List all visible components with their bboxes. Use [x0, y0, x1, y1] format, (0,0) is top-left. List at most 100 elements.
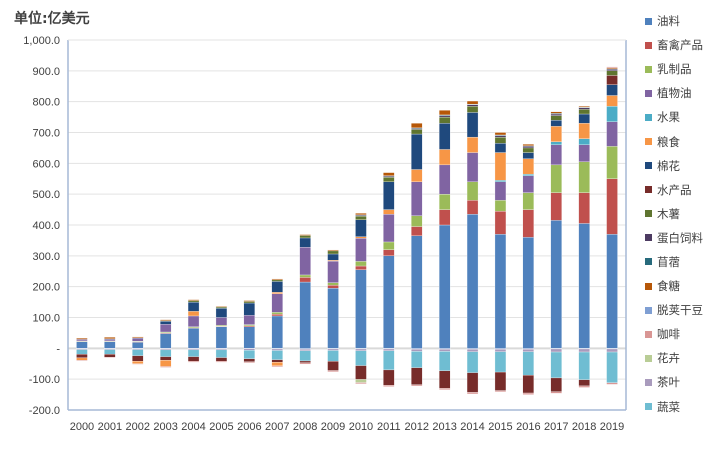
- bar-segment: [76, 349, 88, 355]
- bar-segment: [159, 319, 172, 321]
- grid-lines: [68, 39, 626, 380]
- bar-segment: [522, 349, 534, 352]
- x-tick-label: 2018: [572, 421, 596, 433]
- bar-segment: [438, 115, 451, 118]
- legend-swatch: [645, 162, 652, 170]
- bar-segment: [411, 384, 423, 387]
- y-tick-label: 600.0: [32, 158, 60, 170]
- y-tick-label: -100.0: [29, 374, 60, 386]
- bar-segment: [438, 123, 451, 150]
- bar-segment: [522, 392, 534, 395]
- bar-segment: [494, 143, 507, 153]
- bar-segment: [411, 133, 423, 170]
- bar-segment: [466, 112, 479, 138]
- bar-segment: [243, 350, 256, 359]
- bar-segment: [466, 104, 479, 107]
- bar-segment: [411, 181, 423, 216]
- bar-segment: [327, 361, 339, 371]
- bar-segment: [522, 375, 534, 394]
- x-tick-label: 2000: [70, 421, 94, 433]
- bar-segment: [132, 342, 144, 349]
- legend-label: 木薯: [657, 206, 680, 221]
- bar-segment: [606, 95, 618, 107]
- bar-segment: [243, 315, 256, 325]
- bar-segment: [522, 158, 534, 175]
- bar-segment: [243, 361, 256, 363]
- bar-segment: [215, 326, 228, 349]
- bar-segment: [215, 308, 228, 318]
- legend-item: 脱荚干豆: [645, 298, 718, 322]
- x-tick-label: 2003: [153, 421, 177, 433]
- bar-segment: [159, 349, 172, 357]
- legend-swatch: [645, 17, 652, 25]
- bar-segment: [494, 349, 507, 352]
- bar-segment: [299, 235, 311, 239]
- bar-segment: [187, 328, 200, 349]
- y-tick-label: 200.0: [32, 282, 60, 294]
- legend-item: 植物油: [645, 81, 718, 105]
- bar-segment: [104, 354, 116, 358]
- bar-segment: [243, 302, 256, 316]
- bar-segment: [187, 311, 200, 317]
- legend-swatch: [645, 89, 652, 97]
- bar-segment: [327, 284, 339, 289]
- bar-segment: [355, 261, 367, 267]
- bar-segment: [243, 326, 256, 349]
- y-tick-label: 500.0: [32, 189, 60, 201]
- x-tick-label: 2007: [265, 421, 289, 433]
- bar-segment: [383, 181, 395, 210]
- bar-segment: [299, 362, 311, 365]
- bar-segment: [411, 367, 423, 385]
- legend-swatch: [645, 186, 652, 194]
- bar-segment: [355, 348, 367, 351]
- bar-segment: [132, 336, 144, 338]
- bar-segment: [327, 253, 339, 261]
- legend-item: 水果: [645, 105, 718, 129]
- bar-segment: [438, 209, 451, 226]
- bar-segment: [327, 249, 339, 252]
- bar-segment: [355, 379, 367, 383]
- legend-label: 油料: [657, 14, 680, 29]
- legend: 油料 畜禽产品 乳制品 植物油 水果 粮食 棉花 水产品 木薯 蛋白饲料 苜蓿 食糖 脱荚干豆 咖啡 花卉茶…: [645, 9, 718, 419]
- bar-segment: [522, 147, 534, 153]
- bar-segment: [522, 175, 534, 193]
- bar-segment: [578, 348, 590, 353]
- bar-segment: [411, 226, 423, 236]
- bar-segment: [522, 209, 534, 238]
- bar-segment: [271, 312, 283, 315]
- bar-segment: [466, 100, 479, 105]
- x-tick-label: 2009: [321, 421, 345, 433]
- x-tick-label: 2006: [237, 421, 261, 433]
- bar-segment: [271, 281, 283, 293]
- bar-segment: [355, 265, 367, 270]
- bar-segment: [271, 350, 283, 360]
- bar-segment: [299, 360, 311, 363]
- bar-segment: [550, 192, 562, 221]
- bar-segment: [522, 173, 534, 176]
- bar-segment: [299, 234, 311, 236]
- bar-segment: [494, 152, 507, 181]
- bar-segment: [299, 350, 311, 362]
- x-tick-label: 2010: [349, 421, 373, 433]
- bar-segment: [494, 234, 507, 349]
- legend-item: 花卉: [645, 346, 718, 370]
- bar-segment: [104, 341, 116, 349]
- bar-segment: [438, 116, 451, 124]
- bar-segment: [215, 348, 228, 351]
- bar-segment: [159, 360, 172, 367]
- legend-swatch: [645, 306, 652, 314]
- bar-segment: [466, 181, 479, 201]
- bar-segment: [522, 192, 534, 210]
- bars: [76, 66, 618, 395]
- bar-segment: [522, 237, 534, 349]
- bar-segment: [438, 164, 451, 195]
- bar-segment: [215, 349, 228, 358]
- legend-swatch: [645, 234, 652, 242]
- y-tick-label: 800.0: [32, 97, 60, 109]
- legend-label: 茶叶: [657, 375, 680, 390]
- legend-swatch: [645, 65, 652, 73]
- bar-segment: [578, 144, 590, 162]
- bar-segment: [327, 282, 339, 286]
- bar-segment: [438, 349, 451, 352]
